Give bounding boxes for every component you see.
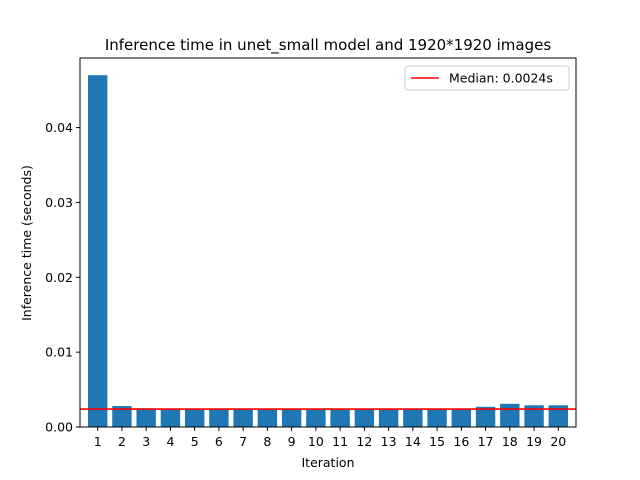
bar-9: [281, 409, 302, 427]
x-tick-label: 4: [166, 434, 174, 449]
bar-18: [500, 403, 520, 427]
x-tick-label: 11: [332, 434, 348, 449]
bar-13: [378, 409, 399, 427]
y-tick-label: 0.02: [45, 270, 73, 285]
x-tick-label: 6: [215, 434, 223, 449]
y-tick-label: 0.03: [45, 195, 73, 210]
legend: Median: 0.0024s: [404, 65, 570, 91]
bar-7: [233, 409, 253, 427]
bar-3: [136, 408, 156, 427]
x-tick-label: 12: [356, 434, 372, 449]
x-axis-label: Iteration: [301, 455, 354, 470]
bar-14: [403, 409, 423, 427]
bar-17: [475, 406, 496, 427]
legend-box: [404, 65, 570, 91]
chart-title: Inference time in unet_small model and 1…: [105, 36, 552, 55]
y-tick-label: 0.01: [45, 345, 73, 360]
bar-15: [427, 409, 447, 427]
x-tick-label: 18: [502, 434, 518, 449]
plot-frame: [79, 57, 577, 428]
x-tick-label: 5: [191, 434, 199, 449]
x-tick-label: 16: [453, 434, 469, 449]
x-tick-label: 13: [381, 434, 397, 449]
y-tick-label: 0.00: [45, 420, 73, 435]
x-tick-label: 8: [263, 434, 271, 449]
x-tick-label: 19: [526, 434, 542, 449]
bar-12: [354, 409, 375, 427]
x-tick-label: 10: [308, 434, 324, 449]
bar-16: [451, 409, 472, 427]
x-tick-label: 2: [118, 434, 126, 449]
bar-8: [257, 409, 278, 427]
bar-19: [524, 405, 544, 427]
x-tick-label: 17: [478, 434, 494, 449]
bar-6: [209, 409, 229, 427]
x-tick-label: 9: [288, 434, 296, 449]
x-tick-label: 1: [94, 434, 102, 449]
bar-11: [330, 409, 350, 427]
x-axis-ticks: 1 2 3 4 5 6 7 8 9 10 11 12 13 14 15 16 17 18 19 20: [94, 427, 566, 449]
bar-1: [88, 75, 108, 427]
bar-4: [160, 409, 181, 427]
bar-10: [306, 409, 326, 427]
bar-20: [548, 405, 568, 427]
x-tick-label: 3: [142, 434, 150, 449]
legend-median-label: Median: 0.0024s: [449, 71, 553, 86]
bar-2: [112, 406, 132, 427]
bar-5: [184, 409, 205, 427]
y-tick-label: 0.04: [45, 120, 73, 135]
x-tick-label: 20: [550, 434, 566, 449]
y-axis-ticks: 0.00 0.01 0.02 0.03 0.04: [45, 120, 80, 435]
y-axis-label: Inference time (seconds): [19, 165, 34, 321]
x-tick-label: 7: [239, 434, 247, 449]
bars-group: [88, 75, 568, 427]
x-tick-label: 15: [429, 434, 445, 449]
x-tick-label: 14: [405, 434, 421, 449]
